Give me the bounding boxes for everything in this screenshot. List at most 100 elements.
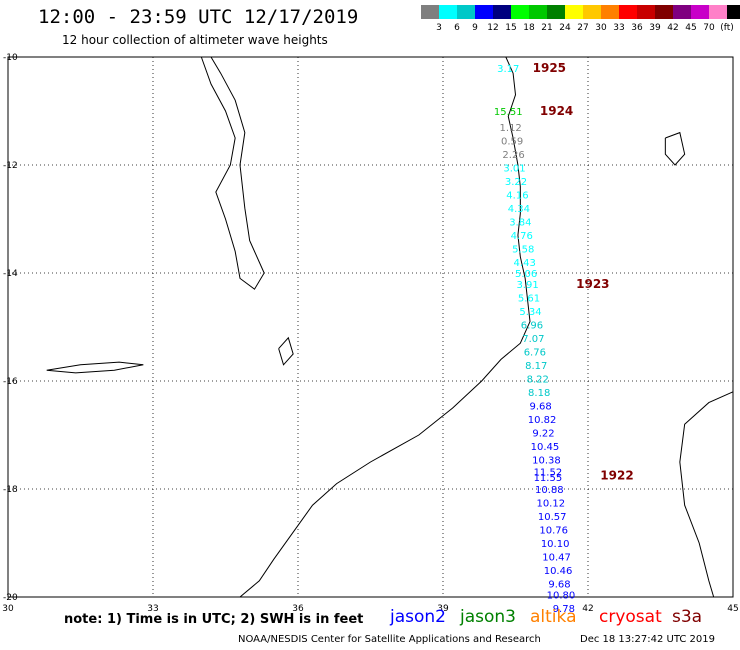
scale-label: 12 bbox=[487, 23, 499, 33]
scale-swatch bbox=[691, 5, 709, 19]
coastline bbox=[679, 391, 734, 598]
scale-label: 30 bbox=[595, 23, 607, 33]
legend-cryosat: cryosat bbox=[599, 607, 662, 627]
scale-label: 21 bbox=[541, 23, 553, 33]
scale-label: (ft) bbox=[720, 23, 734, 33]
lat-tick-label: -14 bbox=[3, 269, 18, 279]
swh-value: 4.16 bbox=[506, 191, 528, 202]
scale-label: 24 bbox=[559, 23, 571, 33]
map-title: 12:00 - 23:59 UTC 12/17/2019 bbox=[38, 6, 359, 28]
scale-swatch bbox=[421, 5, 439, 19]
swh-value: 5.06 bbox=[515, 269, 537, 280]
lake-outline bbox=[200, 56, 265, 290]
coastline bbox=[239, 56, 531, 598]
scale-swatch bbox=[439, 5, 457, 19]
swh-value: 10.38 bbox=[532, 455, 561, 466]
swh-value: 1.12 bbox=[500, 123, 522, 134]
timestamp: Dec 18 13:27:42 UTC 2019 bbox=[580, 634, 715, 645]
swh-value: 5.34 bbox=[519, 307, 541, 318]
lat-tick-label: -20 bbox=[3, 593, 18, 603]
lon-tick-label: 30 bbox=[2, 604, 14, 614]
scale-swatch bbox=[493, 5, 511, 19]
swh-value: 10.82 bbox=[528, 415, 557, 426]
scale-label: 3 bbox=[436, 23, 442, 33]
swh-value: 10.46 bbox=[544, 566, 573, 577]
scale-label: 39 bbox=[649, 23, 661, 33]
lon-tick-label: 33 bbox=[147, 604, 158, 614]
scale-label: 18 bbox=[523, 23, 535, 33]
track-label: 1922 bbox=[600, 469, 633, 483]
swh-value: 4.34 bbox=[508, 204, 530, 215]
scale-label: 42 bbox=[667, 23, 679, 33]
swh-value: 5.61 bbox=[518, 293, 540, 304]
lake-outline bbox=[664, 131, 686, 166]
scale-swatch bbox=[583, 5, 601, 19]
lake-outline bbox=[46, 361, 144, 374]
swh-value: 3.17 bbox=[497, 64, 519, 75]
scale-swatch bbox=[511, 5, 529, 19]
swh-value: 11.55 bbox=[534, 473, 563, 484]
lat-tick-label: -18 bbox=[3, 485, 18, 495]
swh-value: 8.17 bbox=[525, 361, 547, 372]
lon-tick-label: 36 bbox=[292, 604, 304, 614]
swh-value: 9.78 bbox=[553, 604, 575, 615]
swh-value: 0.59 bbox=[501, 137, 523, 148]
swh-value: 10.80 bbox=[547, 590, 576, 601]
swh-value: 10.76 bbox=[539, 526, 568, 537]
scale-label: 15 bbox=[505, 23, 517, 33]
legend-altika: altika bbox=[530, 607, 577, 627]
scale-swatch bbox=[457, 5, 475, 19]
swh-value: 3.91 bbox=[516, 280, 538, 291]
lon-tick-label: 45 bbox=[727, 604, 738, 614]
lake-outline bbox=[278, 336, 294, 366]
credit-line: NOAA/NESDIS Center for Satellite Applica… bbox=[238, 634, 541, 645]
scale-label: 36 bbox=[631, 23, 643, 33]
scale-swatch bbox=[709, 5, 727, 19]
swh-value: 6.96 bbox=[521, 320, 543, 331]
swh-value: 9.22 bbox=[532, 428, 554, 439]
swh-value: 9.68 bbox=[530, 401, 552, 412]
swh-value: 10.45 bbox=[531, 442, 560, 453]
scale-swatch bbox=[547, 5, 565, 19]
scale-label: 6 bbox=[454, 23, 460, 33]
swh-value: 9.68 bbox=[548, 580, 570, 591]
track-label: 1923 bbox=[576, 277, 609, 291]
lat-tick-label: -10 bbox=[3, 53, 18, 63]
scale-swatch bbox=[529, 5, 547, 19]
scale-swatch bbox=[655, 5, 673, 19]
lat-tick-label: -16 bbox=[3, 377, 18, 387]
scale-swatch bbox=[601, 5, 619, 19]
footnote: note: 1) Time is in UTC; 2) SWH is in fe… bbox=[64, 612, 364, 627]
scale-swatch bbox=[565, 5, 583, 19]
swh-value: 8.18 bbox=[528, 388, 550, 399]
track-label: 1925 bbox=[533, 61, 566, 75]
swh-value: 3.01 bbox=[503, 164, 525, 175]
swh-value: 15.51 bbox=[494, 107, 523, 118]
swh-value: 4.43 bbox=[514, 258, 536, 269]
scale-swatch bbox=[475, 5, 493, 19]
scale-label: 45 bbox=[685, 23, 697, 33]
lat-tick-label: -12 bbox=[3, 161, 18, 171]
legend-jason3: jason3 bbox=[460, 607, 516, 627]
track-label: 1924 bbox=[540, 104, 573, 118]
swh-value: 3.22 bbox=[505, 177, 527, 188]
scale-label: 70 bbox=[703, 23, 715, 33]
legend-s3a: s3a bbox=[672, 607, 703, 627]
swh-value: 8.22 bbox=[527, 374, 549, 385]
scale-swatch bbox=[673, 5, 691, 19]
swh-value: 10.57 bbox=[538, 512, 567, 523]
swh-value: 2.26 bbox=[502, 150, 524, 161]
map-subtitle: 12 hour collection of altimeter wave hei… bbox=[62, 33, 328, 47]
swh-value: 4.76 bbox=[511, 231, 533, 242]
scale-swatch bbox=[637, 5, 655, 19]
swh-value: 10.88 bbox=[535, 485, 564, 496]
scale-label: 27 bbox=[577, 23, 589, 33]
scale-swatch bbox=[727, 5, 740, 19]
legend-jason2: jason2 bbox=[390, 607, 446, 627]
lon-tick-label: 39 bbox=[437, 604, 449, 614]
map-frame bbox=[7, 56, 734, 598]
scale-swatch bbox=[619, 5, 637, 19]
swh-value: 6.76 bbox=[524, 347, 546, 358]
scale-label: 9 bbox=[472, 23, 478, 33]
